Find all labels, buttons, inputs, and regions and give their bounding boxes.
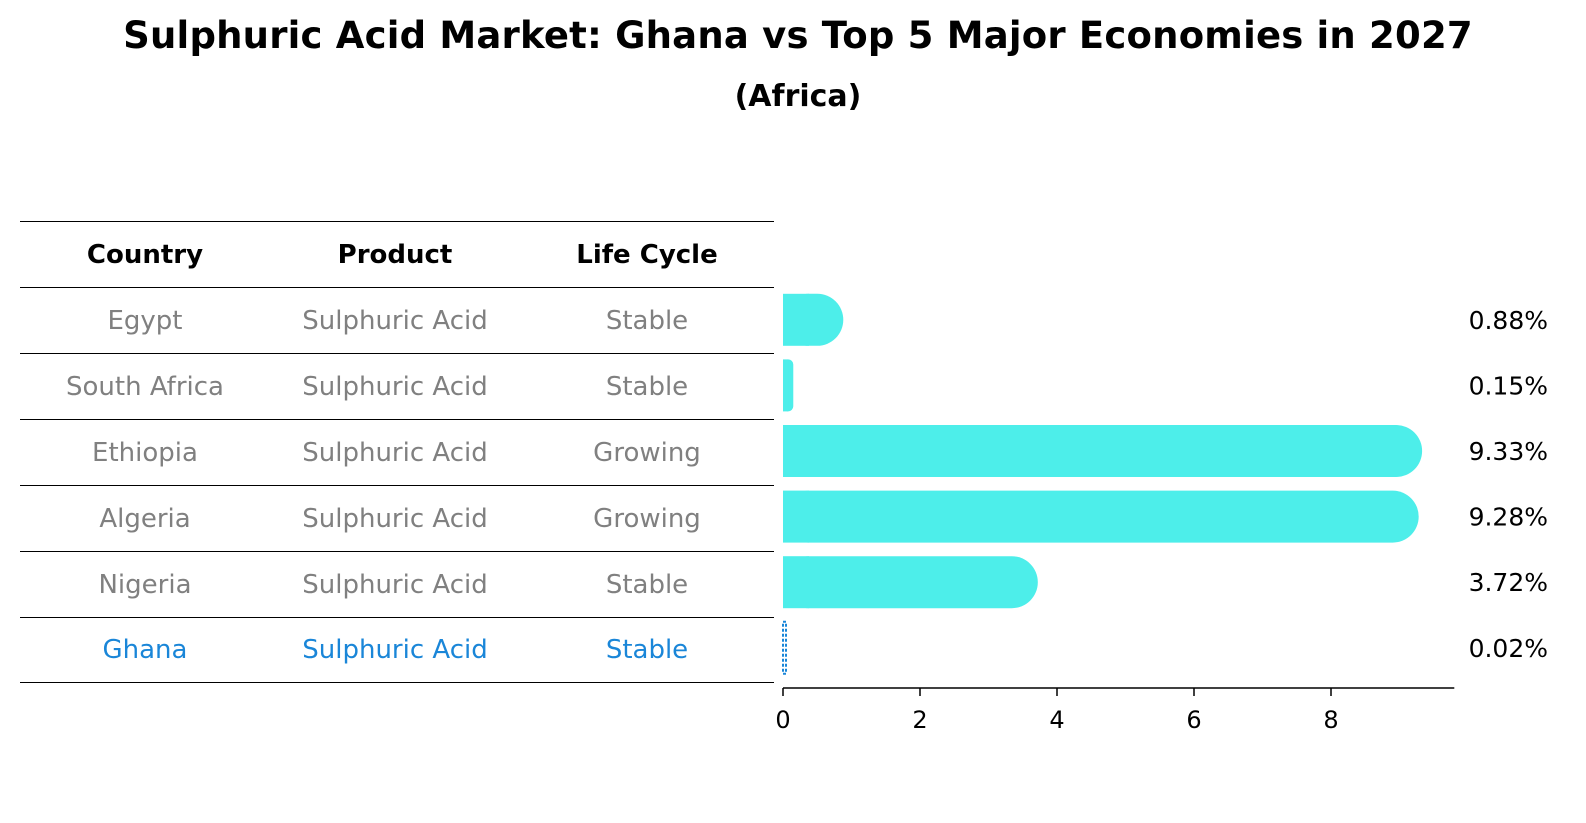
bar-left-edge bbox=[783, 556, 809, 609]
x-tick-label: 4 bbox=[1049, 706, 1064, 734]
bar-left-edge bbox=[783, 359, 789, 412]
product-cell: Sulphuric Acid bbox=[302, 437, 488, 468]
table-row: Egypt Sulphuric Acid Stable bbox=[20, 287, 774, 353]
bar-highlight bbox=[782, 620, 787, 675]
table-row: Nigeria Sulphuric Acid Stable bbox=[20, 551, 774, 617]
x-tick-label: 6 bbox=[1186, 706, 1201, 734]
product-cell: Sulphuric Acid bbox=[302, 569, 488, 600]
product-cell: Sulphuric Acid bbox=[302, 503, 488, 534]
country-cell: Nigeria bbox=[98, 569, 192, 600]
life-cycle-cell: Stable bbox=[605, 305, 689, 336]
life-cycle-cell: Growing bbox=[593, 503, 701, 534]
bar-left-edge bbox=[783, 425, 809, 477]
table-row: South Africa Sulphuric Acid Stable bbox=[20, 353, 774, 419]
market-table: Country Product Life Cycle Egypt Sulphur… bbox=[20, 221, 774, 683]
data-label: 0.15% bbox=[1469, 371, 1548, 400]
data-label: 0.02% bbox=[1469, 634, 1548, 663]
chart-subtitle: (Africa) bbox=[734, 79, 862, 114]
life-cycle-cell: Stable bbox=[605, 569, 689, 600]
data-label: 9.28% bbox=[1469, 503, 1548, 532]
life-cycle-cell: Stable bbox=[605, 371, 689, 402]
country-cell: Ethiopia bbox=[92, 437, 198, 468]
product-cell: Sulphuric Acid bbox=[302, 635, 488, 665]
table-row-highlighted: Ghana Sulphuric Acid Stable bbox=[20, 617, 774, 683]
country-cell: South Africa bbox=[66, 371, 224, 402]
table-row: Ethiopia Sulphuric Acid Growing bbox=[20, 419, 774, 485]
chart-title: Sulphuric Acid Market: Ghana vs Top 5 Ma… bbox=[123, 14, 1473, 57]
header-country: Country bbox=[86, 239, 204, 270]
header-life-cycle: Life Cycle bbox=[576, 239, 718, 270]
life-cycle-cell: Growing bbox=[593, 437, 701, 468]
x-tick-label: 2 bbox=[912, 706, 927, 734]
table-row: Algeria Sulphuric Acid Growing bbox=[20, 485, 774, 551]
x-tick-label: 8 bbox=[1323, 706, 1338, 734]
data-label: 0.88% bbox=[1469, 306, 1548, 335]
data-label: 3.72% bbox=[1469, 568, 1548, 597]
bar bbox=[783, 556, 1038, 609]
bar bbox=[783, 425, 1423, 477]
table-header-row: Country Product Life Cycle bbox=[20, 221, 774, 287]
bar-left-edge bbox=[783, 490, 809, 543]
x-tick-label: 0 bbox=[775, 706, 790, 734]
data-label: 9.33% bbox=[1469, 437, 1548, 466]
life-cycle-cell: Stable bbox=[605, 635, 689, 665]
product-cell: Sulphuric Acid bbox=[302, 305, 488, 336]
bar-left-edge bbox=[783, 293, 809, 346]
country-cell: Egypt bbox=[107, 305, 183, 336]
product-cell: Sulphuric Acid bbox=[302, 371, 488, 402]
bar bbox=[783, 490, 1419, 543]
country-cell: Algeria bbox=[99, 503, 191, 534]
country-cell: Ghana bbox=[102, 635, 188, 665]
header-product: Product bbox=[337, 239, 453, 270]
